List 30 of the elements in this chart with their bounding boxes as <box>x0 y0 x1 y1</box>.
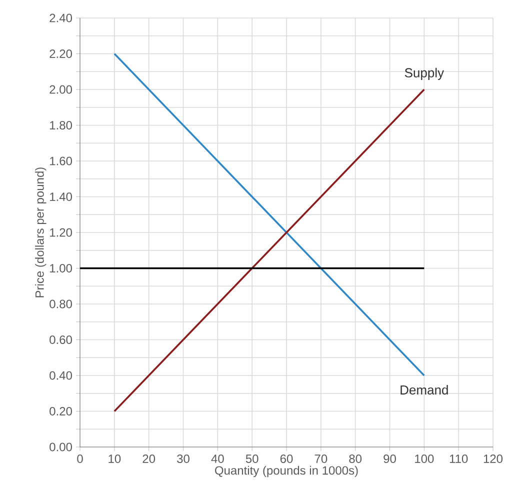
y-tick-label: 2.40 <box>50 14 72 22</box>
y-tick-label: 1.00 <box>50 264 72 272</box>
x-tick-label: 110 <box>450 454 468 464</box>
y-tick-label: 0.60 <box>50 335 72 344</box>
x-tick-label: 10 <box>108 454 121 464</box>
y-tick-label: 1.40 <box>50 192 72 201</box>
y-axis-title: Price (dollars per pound) <box>35 168 46 298</box>
x-tick-label: 20 <box>142 454 156 464</box>
series-label: Demand <box>400 385 448 395</box>
y-tick-label: 2.00 <box>50 85 72 94</box>
series-label: Supply <box>404 68 444 80</box>
y-tick-label: 0.40 <box>50 371 72 380</box>
x-tick-label: 40 <box>211 454 224 464</box>
x-tick-label: 80 <box>349 454 362 464</box>
y-tick-label: 0.00 <box>50 442 72 452</box>
x-tick-label: 50 <box>246 454 258 464</box>
x-tick-label: 120 <box>484 454 503 464</box>
y-tick-label: 1.80 <box>50 120 72 130</box>
x-tick-label: 90 <box>384 454 396 464</box>
y-tick-label: 0.80 <box>50 300 72 308</box>
x-axis-title: Quantity (pounds in 1000s) <box>215 466 358 478</box>
x-tick-label: 100 <box>415 454 434 464</box>
x-tick-label: 0 <box>77 454 83 464</box>
y-tick-label: 1.60 <box>50 156 72 166</box>
x-tick-label: 60 <box>280 454 293 464</box>
y-tick-label: 2.20 <box>50 50 72 58</box>
y-tick-label: 1.20 <box>50 228 72 237</box>
x-tick-label: 30 <box>177 454 190 464</box>
x-tick-label: 70 <box>314 454 328 464</box>
y-tick-label: 0.20 <box>50 406 72 416</box>
